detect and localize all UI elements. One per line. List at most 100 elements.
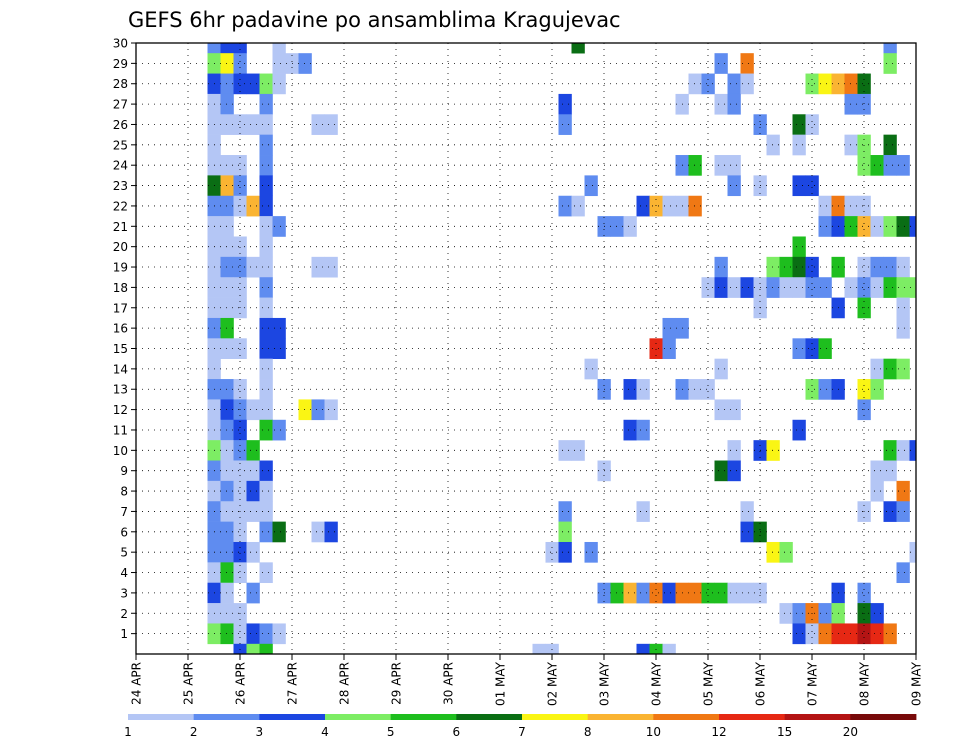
heatmap-cell: [259, 93, 273, 115]
y-axis: 1234567891011121314151617181920212223242…: [113, 37, 136, 641]
colorbar-swatch: [850, 714, 917, 720]
heatmap-cell: [220, 317, 234, 339]
colorbar-swatch: [587, 714, 654, 720]
heatmap-cell: [311, 399, 325, 421]
x-tick-label: 29 APR: [390, 662, 404, 705]
heatmap-cell: [623, 582, 637, 604]
heatmap-cell: [727, 399, 741, 421]
heatmap-cell: [844, 623, 858, 645]
heatmap-cell: [259, 256, 273, 278]
heatmap-cell: [714, 460, 728, 482]
heatmap-cell: [558, 114, 572, 135]
heatmap-cell: [259, 236, 273, 258]
heatmap-cell: [727, 73, 741, 95]
heatmap-cell: [779, 277, 793, 298]
y-tick-label: 24: [113, 159, 128, 173]
heatmap-cell: [233, 460, 247, 482]
heatmap-cell: [220, 195, 234, 217]
heatmap-cell: [259, 297, 273, 319]
heatmap-cell: [610, 582, 624, 604]
heatmap-cell: [324, 521, 338, 543]
heatmap-cell: [727, 155, 741, 176]
heatmap-cell: [714, 53, 728, 74]
heatmap-cell: [857, 216, 871, 237]
heatmap-cells: [207, 43, 917, 655]
heatmap-cell: [272, 338, 286, 359]
heatmap-cell: [909, 216, 917, 237]
heatmap-cell: [662, 195, 676, 217]
heatmap-cell: [883, 277, 897, 298]
colorbar-label: 5: [387, 725, 395, 739]
heatmap-cell: [727, 582, 741, 604]
heatmap-cell: [805, 379, 819, 400]
heatmap-cell: [558, 195, 572, 217]
heatmap-cell: [883, 358, 897, 380]
heatmap-cell: [649, 338, 663, 359]
heatmap-cell: [870, 379, 884, 400]
heatmap-cell: [636, 195, 650, 217]
heatmap-cell: [740, 53, 754, 74]
heatmap-cell: [246, 480, 260, 502]
x-tick-label: 25 APR: [182, 662, 196, 705]
heatmap-cell: [220, 155, 234, 176]
heatmap-cell: [896, 216, 910, 237]
heatmap-cell: [792, 175, 806, 197]
heatmap-cell: [298, 53, 312, 74]
heatmap-cell: [766, 541, 780, 563]
heatmap-cell: [818, 277, 832, 298]
heatmap-cell: [233, 236, 247, 258]
heatmap-cell: [272, 53, 286, 74]
heatmap-cell: [662, 582, 676, 604]
heatmap-cell: [272, 43, 286, 54]
heatmap-cell: [259, 134, 273, 156]
heatmap-cell: [714, 582, 728, 604]
heatmap-cell: [857, 582, 871, 604]
heatmap-cell: [896, 317, 910, 339]
heatmap-cell: [844, 216, 858, 237]
heatmap-cell: [220, 236, 234, 258]
heatmap-cell: [805, 338, 819, 359]
heatmap-cell: [246, 256, 260, 278]
heatmap-cell: [259, 480, 273, 502]
heatmap-cell: [246, 623, 260, 645]
heatmap-cell: [220, 256, 234, 278]
heatmap-cell: [792, 134, 806, 156]
heatmap-cell: [220, 582, 234, 604]
heatmap-cell: [233, 480, 247, 502]
heatmap-cell: [844, 73, 858, 95]
heatmap-cell: [909, 277, 917, 298]
heatmap-cell: [818, 338, 832, 359]
heatmap-cell: [545, 541, 559, 563]
heatmap-cell: [714, 155, 728, 176]
heatmap-cell: [870, 460, 884, 482]
y-tick-label: 27: [113, 98, 128, 112]
heatmap-cell: [311, 114, 325, 135]
colorbar-label: 10: [646, 725, 661, 739]
heatmap-cell: [532, 643, 546, 655]
y-tick-label: 20: [113, 240, 128, 254]
heatmap-cell: [220, 73, 234, 95]
heatmap-cell: [857, 195, 871, 217]
heatmap-cell: [844, 195, 858, 217]
heatmap-cell: [688, 73, 702, 95]
heatmap-cell: [805, 73, 819, 95]
heatmap-cell: [844, 277, 858, 298]
y-tick-label: 26: [113, 118, 128, 132]
heatmap-cell: [792, 114, 806, 135]
heatmap-cell: [311, 521, 325, 543]
heatmap-cell: [558, 541, 572, 563]
heatmap-cell: [883, 43, 897, 54]
heatmap-cell: [220, 297, 234, 319]
heatmap-cell: [818, 195, 832, 217]
heatmap-cell: [844, 134, 858, 156]
heatmap-cell: [233, 521, 247, 543]
heatmap-cell: [714, 256, 728, 278]
heatmap-cell: [649, 195, 663, 217]
y-tick-label: 10: [113, 444, 128, 458]
heatmap-cell: [909, 541, 917, 563]
heatmap-cell: [259, 73, 273, 95]
heatmap-cell: [896, 562, 910, 584]
heatmap-cell: [220, 277, 234, 298]
heatmap-cell: [259, 623, 273, 645]
y-tick-label: 9: [120, 464, 128, 478]
